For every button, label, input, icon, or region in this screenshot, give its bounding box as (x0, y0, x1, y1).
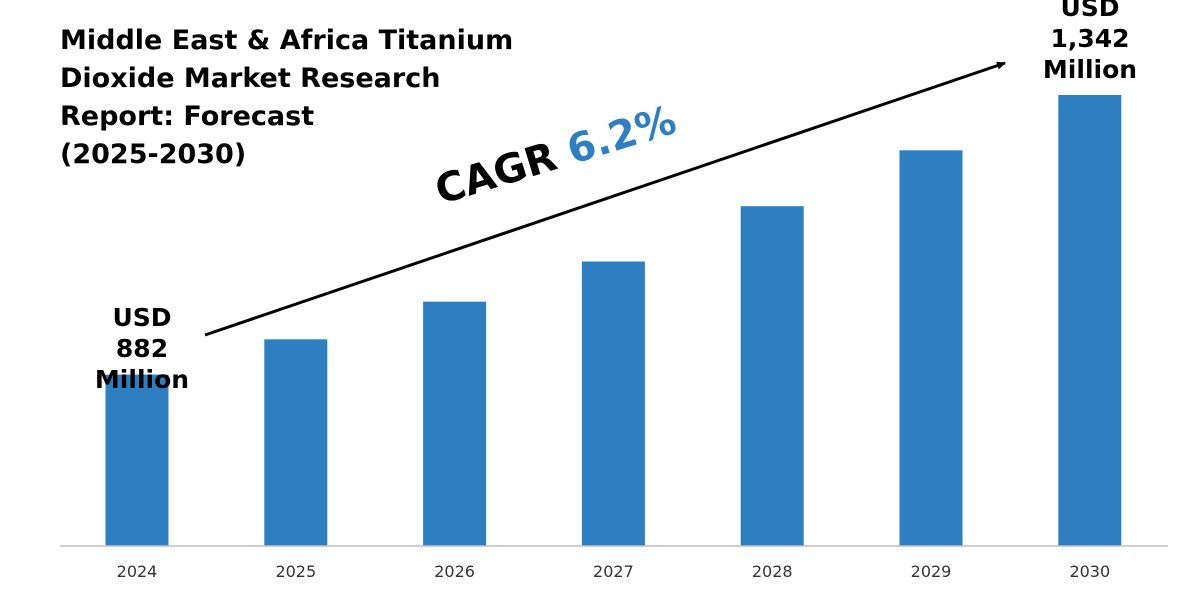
bar-2030 (1058, 95, 1122, 546)
x-tick-label-2029: 2029 (911, 562, 952, 581)
start-label-unit: Million (94, 365, 190, 394)
growth-arrow (204, 61, 1006, 337)
title-line-2: Dioxide Market Research (60, 63, 441, 94)
x-tick-label-2024: 2024 (117, 562, 158, 581)
bar-2027 (581, 261, 645, 546)
end-value-label: USD 1,342 Million (1020, 0, 1160, 85)
x-tick-label-2027: 2027 (593, 562, 634, 581)
x-tick-label-2028: 2028 (752, 562, 793, 581)
bar-2028 (740, 206, 804, 546)
bar-2024 (105, 374, 169, 546)
x-tick-label-2025: 2025 (275, 562, 316, 581)
bar-2025 (264, 339, 328, 546)
x-tick-label-2026: 2026 (434, 562, 475, 581)
start-value-label: USD 882 Million (72, 302, 212, 395)
end-label-currency: USD (1060, 0, 1120, 22)
bar-2026 (423, 301, 487, 546)
end-label-amount: 1,342 (1050, 24, 1130, 53)
title-line-4: (2025-2030) (60, 139, 247, 170)
x-tick-labels: 2024 2025 2026 2027 2028 2029 2030 (117, 562, 1111, 581)
title-line-1: Middle East & Africa Titanium (60, 25, 514, 56)
start-label-amount: 882 (115, 334, 169, 363)
x-tick-label-2030: 2030 (1069, 562, 1110, 581)
chart-title: Middle East & Africa Titanium Dioxide Ma… (60, 22, 580, 174)
bars-layer (105, 95, 1122, 547)
bar-2029 (899, 150, 963, 547)
end-label-unit: Million (1042, 55, 1138, 84)
title-line-3: Report: Forecast (60, 101, 315, 132)
start-label-currency: USD (112, 303, 172, 332)
